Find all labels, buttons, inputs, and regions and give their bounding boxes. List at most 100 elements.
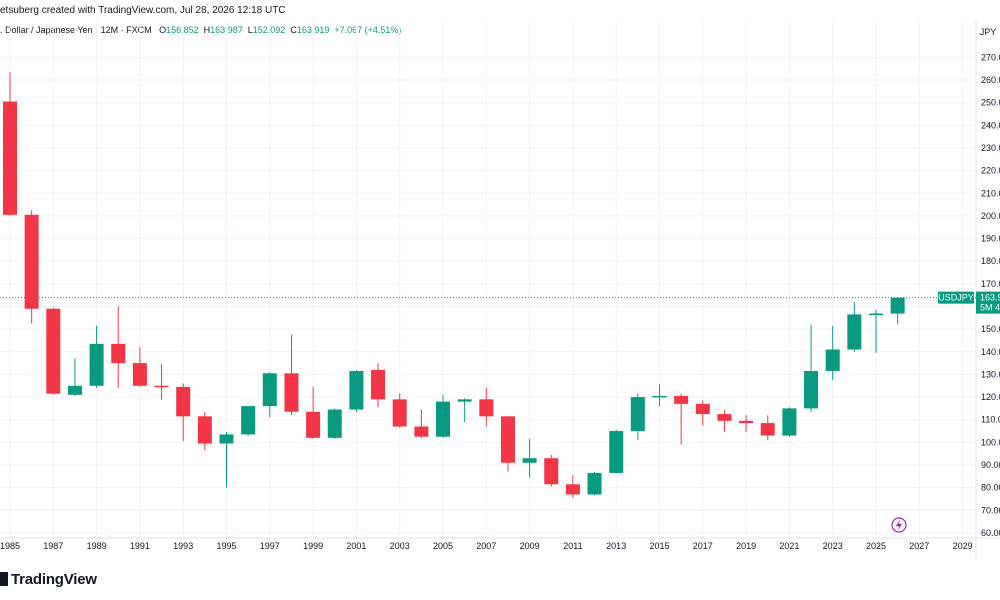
candle[interactable] [565, 475, 580, 498]
candle[interactable] [739, 415, 754, 433]
candle[interactable] [392, 393, 407, 428]
x-tick-label: 2019 [736, 541, 756, 551]
time-axis[interactable]: 1985 1987 1989 1991 1993 1995 1997 1999 2001 2003… [0, 541, 973, 551]
candle[interactable] [695, 400, 710, 426]
candle-body [804, 371, 819, 409]
x-tick-label: 1987 [43, 541, 63, 551]
candle-body [111, 343, 126, 364]
x-tick-label: 2029 [953, 541, 973, 551]
candle[interactable] [609, 429, 624, 473]
candle[interactable] [500, 416, 515, 472]
x-tick-label: 2009 [520, 541, 540, 551]
y-tick-label: 250.00 [981, 98, 1000, 108]
candle[interactable] [457, 398, 472, 422]
price-axis[interactable]: 60.00 70.00 80.00 90.00 100.00 110.00 120.00 13… [981, 52, 1000, 538]
y-tick-label: 230.00 [981, 143, 1000, 153]
candle[interactable] [652, 384, 667, 407]
candle[interactable] [46, 307, 61, 395]
candle-body [262, 373, 277, 407]
y-tick-label: 110.00 [981, 415, 1000, 425]
candle-body [197, 416, 212, 444]
candle[interactable] [782, 407, 797, 437]
y-tick-label: 240.00 [981, 120, 1000, 130]
candle[interactable] [760, 415, 775, 441]
candle-body [306, 411, 321, 438]
candle[interactable] [825, 325, 840, 381]
event-marker-circle[interactable] [891, 517, 907, 533]
y-tick-label: 220.00 [981, 166, 1000, 176]
candle[interactable] [890, 297, 905, 325]
candle-body [132, 363, 147, 386]
candle[interactable] [371, 363, 386, 408]
candle[interactable] [24, 210, 39, 324]
candle[interactable] [327, 408, 342, 439]
candle-body [869, 313, 883, 316]
y-tick-label: 270.00 [981, 52, 1000, 62]
candle[interactable] [132, 347, 147, 387]
candle[interactable] [306, 386, 321, 439]
candle[interactable] [89, 325, 104, 389]
candle-body [24, 214, 39, 309]
candle[interactable] [241, 406, 256, 436]
bolt-icon [896, 520, 902, 530]
x-tick-label: 1985 [0, 541, 20, 551]
lightning-event-icon[interactable] [891, 517, 907, 533]
candle[interactable] [284, 334, 299, 416]
tradingview-logo[interactable]: TradingView [0, 568, 97, 590]
candle[interactable] [414, 409, 429, 439]
x-tick-label: 2011 [563, 541, 582, 551]
x-tick-label: 2007 [476, 541, 496, 551]
symbol-tag-label: USDJPY [938, 293, 974, 303]
candle[interactable] [544, 454, 559, 487]
candle[interactable] [847, 301, 862, 352]
candle[interactable] [522, 438, 537, 478]
y-tick-label: 90.00 [981, 460, 1000, 470]
candle-body [544, 458, 559, 485]
candle[interactable] [869, 309, 883, 353]
price-tag-bg [976, 291, 1000, 314]
countdown-value: 5M 4 [980, 303, 1000, 313]
candle-body [3, 101, 17, 215]
candle[interactable] [67, 358, 82, 396]
candle[interactable] [3, 72, 17, 216]
symbol-description[interactable]: . Dollar / Japanese Yen · 12M · FXCM [0, 25, 152, 35]
currency-selector[interactable]: JPY [979, 27, 997, 37]
candle[interactable] [630, 393, 645, 441]
candle[interactable] [197, 411, 212, 451]
candle-body [609, 431, 624, 473]
candle-body [67, 385, 82, 395]
candle-body [371, 369, 386, 400]
candle-body [241, 406, 256, 435]
candle[interactable] [717, 409, 732, 433]
candle[interactable] [804, 324, 819, 412]
candle-body [154, 385, 169, 388]
low-label: L [247, 25, 253, 35]
candle[interactable] [436, 394, 450, 438]
candle[interactable] [111, 306, 126, 389]
x-tick-label: 1997 [260, 541, 280, 551]
candle[interactable] [154, 364, 169, 400]
y-tick-label: 120.00 [981, 392, 1000, 402]
candle[interactable] [674, 393, 689, 445]
open-label: O [159, 25, 167, 35]
x-tick-label: 1989 [87, 541, 107, 551]
candle-body [674, 395, 689, 404]
x-tick-label: 2005 [433, 541, 453, 551]
candle[interactable] [176, 383, 191, 442]
logo-icon [0, 572, 8, 586]
y-tick-label: 150.00 [981, 324, 1000, 334]
y-tick-label: 100.00 [981, 437, 1000, 447]
candle[interactable] [587, 471, 602, 496]
y-tick-label: 210.00 [981, 188, 1000, 198]
candle[interactable] [349, 369, 364, 412]
chart-header: etsuberg created with TradingView.com, J… [0, 0, 1000, 20]
change-value: +7.067 (+4.51%) [334, 25, 402, 35]
close-label: C [290, 25, 297, 35]
candle[interactable] [479, 388, 494, 427]
y-tick-label: 190.00 [981, 234, 1000, 244]
y-tick-label: 140.00 [981, 347, 1000, 357]
candle[interactable] [219, 432, 234, 488]
candle[interactable] [262, 372, 277, 418]
candle-body [652, 395, 667, 398]
